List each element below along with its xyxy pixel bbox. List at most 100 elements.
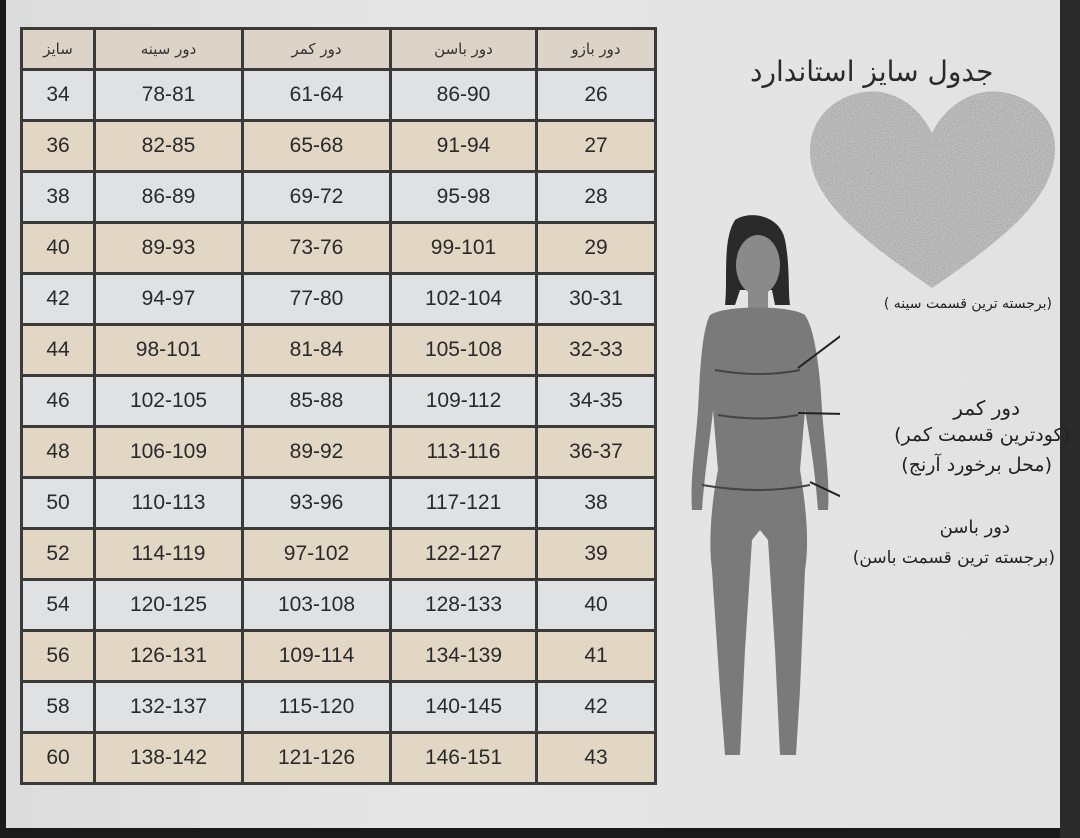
cell-size: 40: [20, 221, 96, 275]
header-chest: دور سینه: [93, 27, 244, 71]
table-row: 58 132-137 115-120 140-145 42: [20, 680, 657, 734]
cell-hip: 134-139: [389, 629, 538, 683]
table-row: 60 138-142 121-126 146-151 43: [20, 731, 657, 785]
cell-chest: 120-125: [93, 578, 244, 632]
table-row: 38 86-89 69-72 95-98 28: [20, 170, 657, 224]
cell-chest: 126-131: [93, 629, 244, 683]
cell-size: 54: [20, 578, 96, 632]
header-hip: دور باسن: [389, 27, 538, 71]
waist-title: دور کمر: [953, 396, 1020, 420]
table-row: 44 98-101 81-84 105-108 32-33: [20, 323, 657, 377]
page-title: جدول سایز استاندارد: [750, 55, 994, 88]
cell-arm: 26: [535, 68, 657, 122]
cell-arm: 32-33: [535, 323, 657, 377]
cell-hip: 95-98: [389, 170, 538, 224]
cell-waist: 97-102: [241, 527, 392, 581]
cell-size: 46: [20, 374, 96, 428]
header-arm: دور بازو: [535, 27, 657, 71]
cell-arm: 38: [535, 476, 657, 530]
cell-waist: 103-108: [241, 578, 392, 632]
header-size: سایز: [20, 27, 96, 71]
cell-arm: 39: [535, 527, 657, 581]
hip-title: دور باسن: [939, 517, 1010, 538]
cell-chest: 94-97: [93, 272, 244, 326]
cell-waist: 65-68: [241, 119, 392, 173]
waist-note-2: (محل برخورد آرنج): [901, 454, 1052, 476]
cell-chest: 106-109: [93, 425, 244, 479]
cell-chest: 102-105: [93, 374, 244, 428]
table-row: 56 126-131 109-114 134-139 41: [20, 629, 657, 683]
cell-size: 50: [20, 476, 96, 530]
cell-hip: 140-145: [389, 680, 538, 734]
screen-bezel: [1060, 0, 1080, 838]
cell-arm: 27: [535, 119, 657, 173]
cell-size: 52: [20, 527, 96, 581]
cell-arm: 36-37: [535, 425, 657, 479]
cell-hip: 128-133: [389, 578, 538, 632]
waist-note-1: (کودترین قسمت کمر): [894, 424, 1070, 446]
cell-size: 58: [20, 680, 96, 734]
table-row: 50 110-113 93-96 117-121 38: [20, 476, 657, 530]
heart-image: [809, 91, 1055, 289]
cell-chest: 138-142: [93, 731, 244, 785]
cell-waist: 85-88: [241, 374, 392, 428]
cell-arm: 30-31: [535, 272, 657, 326]
cell-chest: 82-85: [93, 119, 244, 173]
cell-hip: 113-116: [389, 425, 538, 479]
cell-arm: 41: [535, 629, 657, 683]
cell-hip: 109-112: [389, 374, 538, 428]
table-row: 48 106-109 89-92 113-116 36-37: [20, 425, 657, 479]
cell-hip: 105-108: [389, 323, 538, 377]
cell-size: 60: [20, 731, 96, 785]
size-table: سایز دور سینه دور کمر دور باسن دور بازو …: [20, 27, 657, 785]
cell-chest: 132-137: [93, 680, 244, 734]
chest-note: (برجسته ترین قسمت سینه ): [883, 296, 1052, 312]
cell-waist: 69-72: [241, 170, 392, 224]
cell-waist: 109-114: [241, 629, 392, 683]
table-row: 34 78-81 61-64 86-90 26: [20, 68, 657, 122]
table-row: 54 120-125 103-108 128-133 40: [20, 578, 657, 632]
table-row: 52 114-119 97-102 122-127 39: [20, 527, 657, 581]
cell-waist: 89-92: [241, 425, 392, 479]
cell-waist: 61-64: [241, 68, 392, 122]
cell-waist: 93-96: [241, 476, 392, 530]
cell-hip: 86-90: [389, 68, 538, 122]
cell-size: 38: [20, 170, 96, 224]
cell-size: 44: [20, 323, 96, 377]
hip-note: (برجسته ترین قسمت باسن): [852, 548, 1055, 568]
cell-size: 36: [20, 119, 96, 173]
cell-waist: 121-126: [241, 731, 392, 785]
table-header-row: سایز دور سینه دور کمر دور باسن دور بازو: [20, 27, 657, 71]
cell-hip: 122-127: [389, 527, 538, 581]
cell-chest: 114-119: [93, 527, 244, 581]
cell-arm: 40: [535, 578, 657, 632]
cell-size: 34: [20, 68, 96, 122]
cell-size: 42: [20, 272, 96, 326]
cell-hip: 117-121: [389, 476, 538, 530]
cell-waist: 115-120: [241, 680, 392, 734]
cell-waist: 77-80: [241, 272, 392, 326]
cell-hip: 91-94: [389, 119, 538, 173]
cell-waist: 81-84: [241, 323, 392, 377]
cell-chest: 110-113: [93, 476, 244, 530]
cell-chest: 78-81: [93, 68, 244, 122]
cell-chest: 86-89: [93, 170, 244, 224]
cell-arm: 29: [535, 221, 657, 275]
cell-hip: 146-151: [389, 731, 538, 785]
cell-hip: 99-101: [389, 221, 538, 275]
table-row: 36 82-85 65-68 91-94 27: [20, 119, 657, 173]
cell-size: 56: [20, 629, 96, 683]
cell-hip: 102-104: [389, 272, 538, 326]
cell-arm: 34-35: [535, 374, 657, 428]
table-row: 40 89-93 73-76 99-101 29: [20, 221, 657, 275]
header-waist: دور کمر: [241, 27, 392, 71]
cell-waist: 73-76: [241, 221, 392, 275]
cell-arm: 42: [535, 680, 657, 734]
cell-size: 48: [20, 425, 96, 479]
cell-chest: 89-93: [93, 221, 244, 275]
body-figure: [691, 215, 840, 755]
cell-chest: 98-101: [93, 323, 244, 377]
table-row: 42 94-97 77-80 102-104 30-31: [20, 272, 657, 326]
cell-arm: 28: [535, 170, 657, 224]
cell-arm: 43: [535, 731, 657, 785]
